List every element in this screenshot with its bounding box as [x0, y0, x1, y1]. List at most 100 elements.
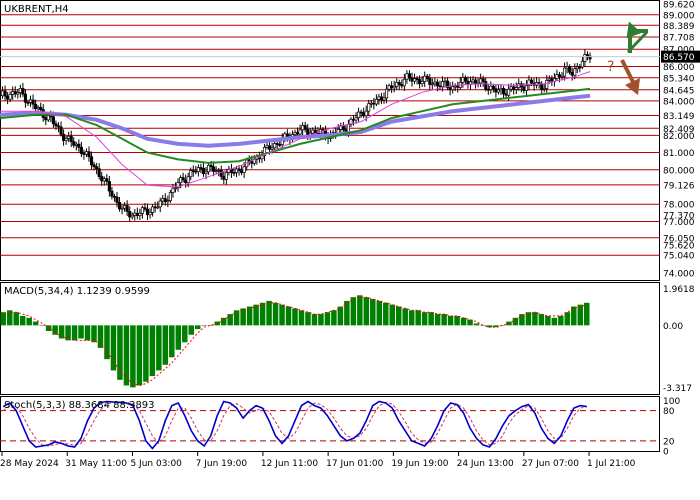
- macd-tick-label: 1.9618: [663, 285, 695, 295]
- macd-bar: [285, 306, 292, 326]
- macd-bar: [227, 314, 233, 326]
- ma-mid-line: [0, 87, 591, 164]
- candle-body: [77, 143, 81, 148]
- candle-body: [522, 86, 526, 91]
- candle-body: [110, 190, 114, 197]
- price-tick-label: 78.000: [663, 201, 695, 211]
- candle-body: [125, 205, 129, 212]
- candle-body: [13, 91, 17, 95]
- candle-body: [44, 117, 48, 121]
- candle-body: [374, 99, 378, 105]
- candle-body: [560, 75, 564, 78]
- candle-body: [191, 170, 195, 172]
- stoch-tick-label: 0: [663, 448, 669, 458]
- candle-body: [357, 111, 361, 119]
- macd-bar: [473, 323, 480, 326]
- candle-body: [395, 82, 399, 87]
- macd-bar: [123, 325, 130, 386]
- candle-body: [82, 153, 86, 155]
- candle-body: [64, 138, 68, 141]
- candle-body: [214, 170, 218, 172]
- candle-body: [349, 118, 353, 125]
- candle-body: [496, 89, 500, 93]
- candle-body: [430, 83, 434, 86]
- price-tick-label: 81.000: [663, 149, 695, 159]
- candle-body: [153, 206, 157, 209]
- macd-bar: [65, 325, 71, 341]
- candle-body: [344, 129, 348, 133]
- candle-body: [186, 176, 190, 183]
- candle-body: [397, 82, 401, 85]
- candle-body: [59, 126, 63, 135]
- time-tick-label: 12 Jun 11:00: [261, 459, 318, 469]
- candle-body: [90, 156, 94, 166]
- price-tick-label: 86.570: [663, 53, 695, 63]
- candle-body: [453, 85, 457, 88]
- candle-body: [219, 170, 223, 177]
- macd-bar: [408, 310, 415, 326]
- price-panel[interactable]: UKBRENT,H4: [0, 0, 660, 281]
- macd-bar: [201, 325, 207, 326]
- price-tick-label: 79.126: [663, 181, 695, 191]
- stoch-tick-label: 20: [663, 437, 675, 447]
- candle-body: [542, 88, 546, 90]
- ma-slow-line: [0, 93, 591, 148]
- macd-histogram: [0, 295, 590, 388]
- macd-bar: [519, 314, 525, 326]
- macd-bar: [253, 304, 259, 326]
- candle-body: [206, 164, 211, 173]
- macd-bar: [78, 325, 84, 339]
- candle-body: [140, 207, 144, 214]
- macd-bar: [389, 304, 396, 326]
- macd-bar: [460, 317, 467, 326]
- candle-body: [21, 88, 25, 95]
- candle-body: [514, 87, 518, 90]
- candle-body: [87, 151, 91, 158]
- macd-bar: [571, 306, 577, 326]
- macd-bar: [233, 310, 240, 326]
- candle-body: [102, 178, 106, 182]
- macd-bar: [538, 314, 545, 326]
- candle-body: [479, 78, 483, 84]
- candle-body: [168, 192, 172, 201]
- candle-body: [367, 103, 371, 112]
- candle-body: [412, 78, 417, 82]
- candle-body: [199, 167, 203, 169]
- time-tick-label: 1 Jul 21:00: [587, 459, 636, 469]
- candle-body: [550, 78, 554, 82]
- candle-body: [486, 88, 490, 91]
- macd-bar: [331, 310, 337, 326]
- macd-bar: [370, 299, 376, 326]
- stoch-panel-frame: [0, 396, 660, 452]
- candle-body: [54, 123, 58, 127]
- macd-bar: [344, 300, 350, 326]
- price-tick-label: 75.040: [663, 252, 695, 262]
- macd-title: MACD(5,34,4) 1.1239 0.9599: [4, 286, 150, 297]
- time-axis: 28 May 2024 31 May 11:00 5 Jun 03:00 7 Jun …: [0, 452, 636, 469]
- candle-body: [161, 198, 165, 202]
- time-tick-label: 5 Jun 03:00: [130, 459, 182, 469]
- candle-body: [270, 147, 274, 150]
- candle-body: [407, 73, 411, 79]
- candle-body: [346, 124, 350, 133]
- price-tick-label: 82.000: [663, 132, 695, 142]
- macd-bar: [26, 317, 32, 326]
- stoch-panel[interactable]: Stoch(5,3,3) 88.3684 88.3893: [0, 396, 660, 452]
- macd-bar: [415, 310, 421, 326]
- candle-body: [435, 81, 439, 87]
- candle-body: [262, 147, 267, 157]
- candle-body: [555, 74, 559, 79]
- moving-averages: [0, 71, 591, 188]
- candle-body: [26, 101, 30, 104]
- candle-body: [481, 78, 485, 82]
- ma-fast-line: [0, 71, 591, 188]
- candle-body: [158, 200, 162, 208]
- candle-body: [135, 212, 139, 216]
- macd-panel[interactable]: MACD(5,34,4) 1.1239 0.9599: [0, 282, 660, 395]
- candle-body: [107, 181, 111, 192]
- macd-bar: [493, 325, 499, 328]
- candle-body: [369, 102, 373, 105]
- candle-body: [451, 86, 455, 91]
- candle-body: [242, 166, 246, 173]
